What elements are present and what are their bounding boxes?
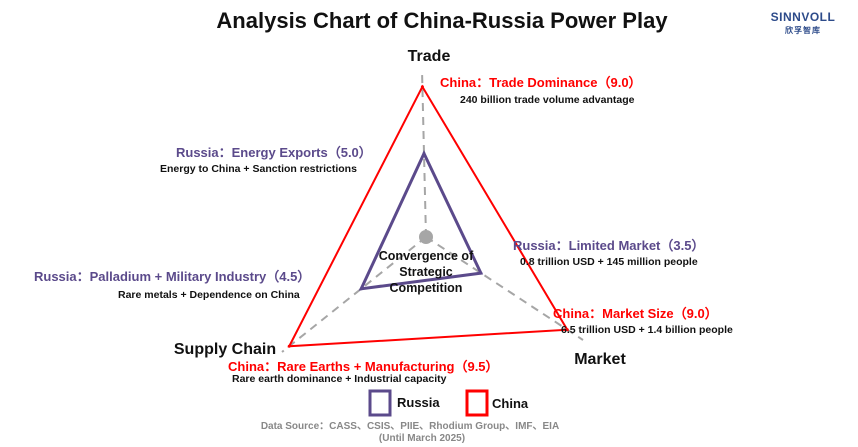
annotation-china-market-detail: 6.5 trillion USD + 1.4 billion people (561, 324, 733, 336)
data-source: Data Source：CASS、CSIS、PIIE、Rhodium Group… (261, 421, 559, 444)
axis-label-supply-chain: Supply Chain (174, 341, 276, 358)
series-russia-point-trade (422, 152, 426, 155)
annotation-russia-supply-chain-label: Russia：Palladium + Military Industry（4.5… (34, 269, 310, 284)
axis-label-market: Market (574, 351, 626, 368)
center-label: Convergence of Strategic Competition (379, 249, 474, 295)
legend-swatch-china (465, 389, 489, 417)
logo-name: SINNVOLL (771, 10, 836, 24)
annotation-china-supply-chain: China：Rare Earths + Manufacturing（9.5） R… (228, 359, 499, 385)
annotation-china-market: China：Market Size（9.0） 6.5 trillion USD … (553, 306, 733, 336)
annotation-china-supply-chain-detail: Rare earth dominance + Industrial capaci… (232, 373, 447, 385)
annotation-russia-supply-chain-detail: Rare metals + Dependence on China (118, 289, 300, 301)
series-layer (287, 84, 570, 348)
center-label-line-2: Strategic (399, 265, 453, 279)
logo: SINNVOLL 欣孚智库 (771, 10, 836, 35)
annotation-russia-market-label: Russia：Limited Market（3.5） (513, 238, 704, 253)
axis-label-trade: Trade (408, 48, 451, 65)
legend-label-russia: Russia (397, 395, 440, 410)
legend-label-china: China (492, 396, 529, 411)
legend: Russia China (368, 389, 529, 417)
annotation-russia-market: Russia：Limited Market（3.5） 0.8 trillion … (513, 238, 704, 268)
data-source-line-1: Data Source：CASS、CSIS、PIIE、Rhodium Group… (261, 421, 559, 432)
annotation-china-trade-detail: 240 billion trade volume advantage (460, 94, 635, 106)
axis-line-market (425, 236, 584, 341)
series-china-point-trade (420, 85, 424, 89)
logo-subtitle: 欣孚智库 (785, 25, 821, 35)
axes-layer (281, 69, 584, 353)
annotation-russia-trade-detail: Energy to China + Sanction restrictions (160, 163, 357, 175)
annotation-china-supply-chain-label: China：Rare Earths + Manufacturing（9.5） (228, 359, 499, 374)
series-china-polygon (287, 84, 570, 348)
annotation-russia-trade: Russia：Energy Exports（5.0） Energy to Chi… (160, 145, 372, 175)
center-label-line-1: Convergence of (379, 249, 474, 263)
series-russia-polygon (358, 149, 484, 291)
annotation-china-trade-label: China：Trade Dominance（9.0） (440, 75, 642, 90)
series-china-point-supply-chain (287, 344, 291, 348)
annotation-china-market-label: China：Market Size（9.0） (553, 306, 718, 321)
legend-swatch-russia (368, 389, 392, 417)
annotation-russia-market-detail: 0.8 trillion USD + 145 million people (520, 256, 698, 268)
annotation-russia-trade-label: Russia：Energy Exports（5.0） (176, 145, 372, 160)
series-china-point-market (565, 328, 569, 332)
data-source-line-2: (Until March 2025) (379, 433, 465, 444)
series-russia-point-supply-chain (359, 287, 363, 291)
axis-line-supply-chain (281, 236, 427, 353)
annotation-china-trade: China：Trade Dominance（9.0） 240 billion t… (440, 75, 642, 106)
series-russia-point-market (479, 271, 483, 275)
chart-title: Analysis Chart of China-Russia Power Pla… (216, 8, 668, 33)
center-dot (419, 230, 433, 244)
annotation-russia-supply-chain: Russia：Palladium + Military Industry（4.5… (34, 269, 310, 301)
center-label-line-3: Competition (390, 281, 463, 295)
